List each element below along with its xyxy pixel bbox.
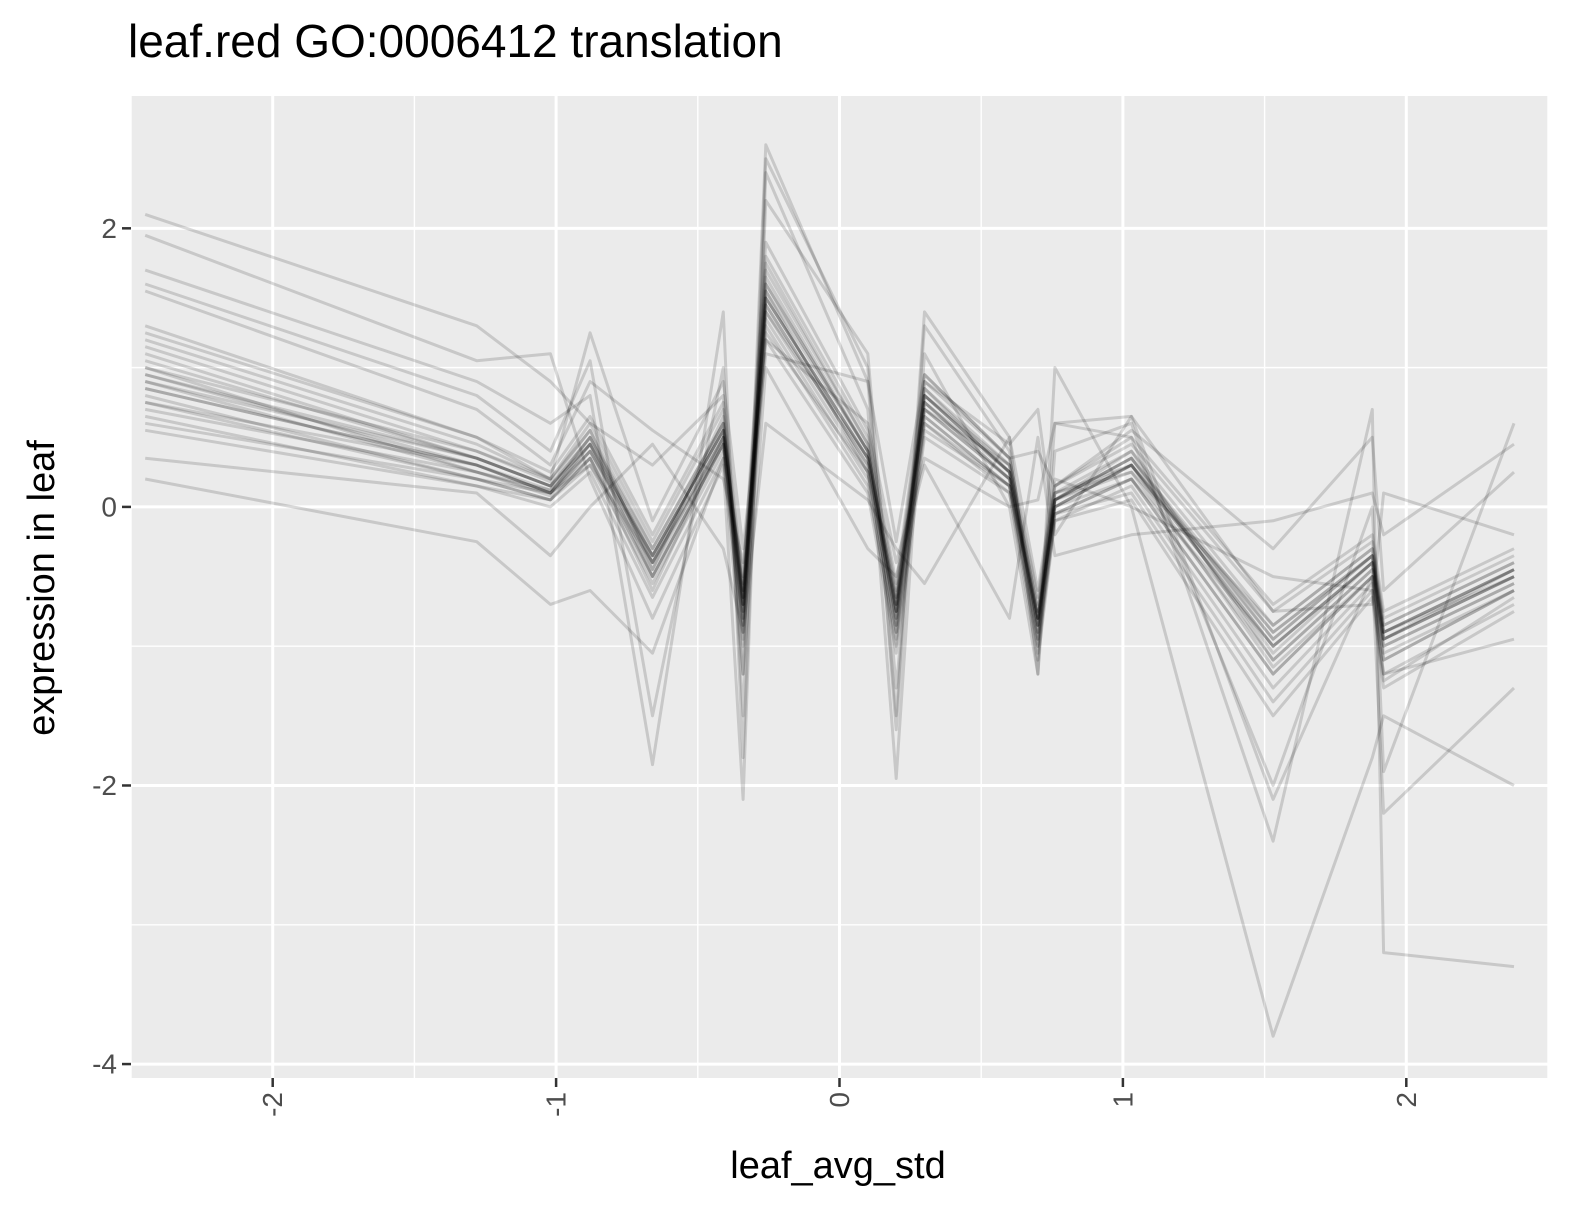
series-line-3 [144,303,1515,627]
series-lines [144,143,1516,1038]
y-axis: -4 -2 0 2 [92,213,131,1080]
x-tick-label: 0 [824,1092,855,1108]
y-tick-label: -4 [92,1049,117,1080]
y-tick-label: 2 [101,213,117,244]
series-line-18 [144,296,1515,648]
x-axis: -2 -1 0 1 2 [257,1078,1422,1117]
series-line-9 [144,275,1515,655]
series-line-27 [144,289,1516,592]
x-tick-label: 1 [1107,1092,1138,1108]
y-tick-label: -2 [92,770,117,801]
series-line-24 [144,157,1516,787]
series-line-11 [144,240,1515,613]
series-line-5 [144,289,1515,676]
series-line-25 [144,366,1515,676]
x-axis-title: leaf_avg_std [730,1145,946,1187]
series-line-2 [144,296,1515,648]
series-line-22 [144,171,1515,1038]
chart-title: leaf.red GO:0006412 translation [128,15,783,67]
series-line-23 [144,199,1516,815]
series-line-7 [144,317,1515,690]
series-line-4 [144,268,1515,662]
series-line-17 [144,338,1515,718]
series-line-20 [144,310,1515,676]
series-line-1 [144,282,1515,634]
major-gridlines [131,96,1548,1078]
series-line-13 [144,296,1515,669]
series-line-26 [145,421,1515,676]
series-line-16 [144,261,1515,627]
series-line-15 [144,331,1515,648]
series-line-10 [144,324,1515,704]
series-line-12 [144,303,1515,662]
series-line-8 [144,310,1515,641]
x-tick-label: -2 [257,1092,288,1117]
series-line-28 [144,324,1515,613]
y-axis-title: expression in leaf [21,440,63,736]
series-line-19 [144,282,1515,641]
series-line-21 [144,143,1515,969]
x-tick-label: -1 [541,1092,572,1117]
y-tick-label: 0 [101,491,117,522]
series-line-6 [144,254,1515,620]
series-line-14 [144,289,1515,634]
x-tick-label: 2 [1391,1092,1422,1108]
